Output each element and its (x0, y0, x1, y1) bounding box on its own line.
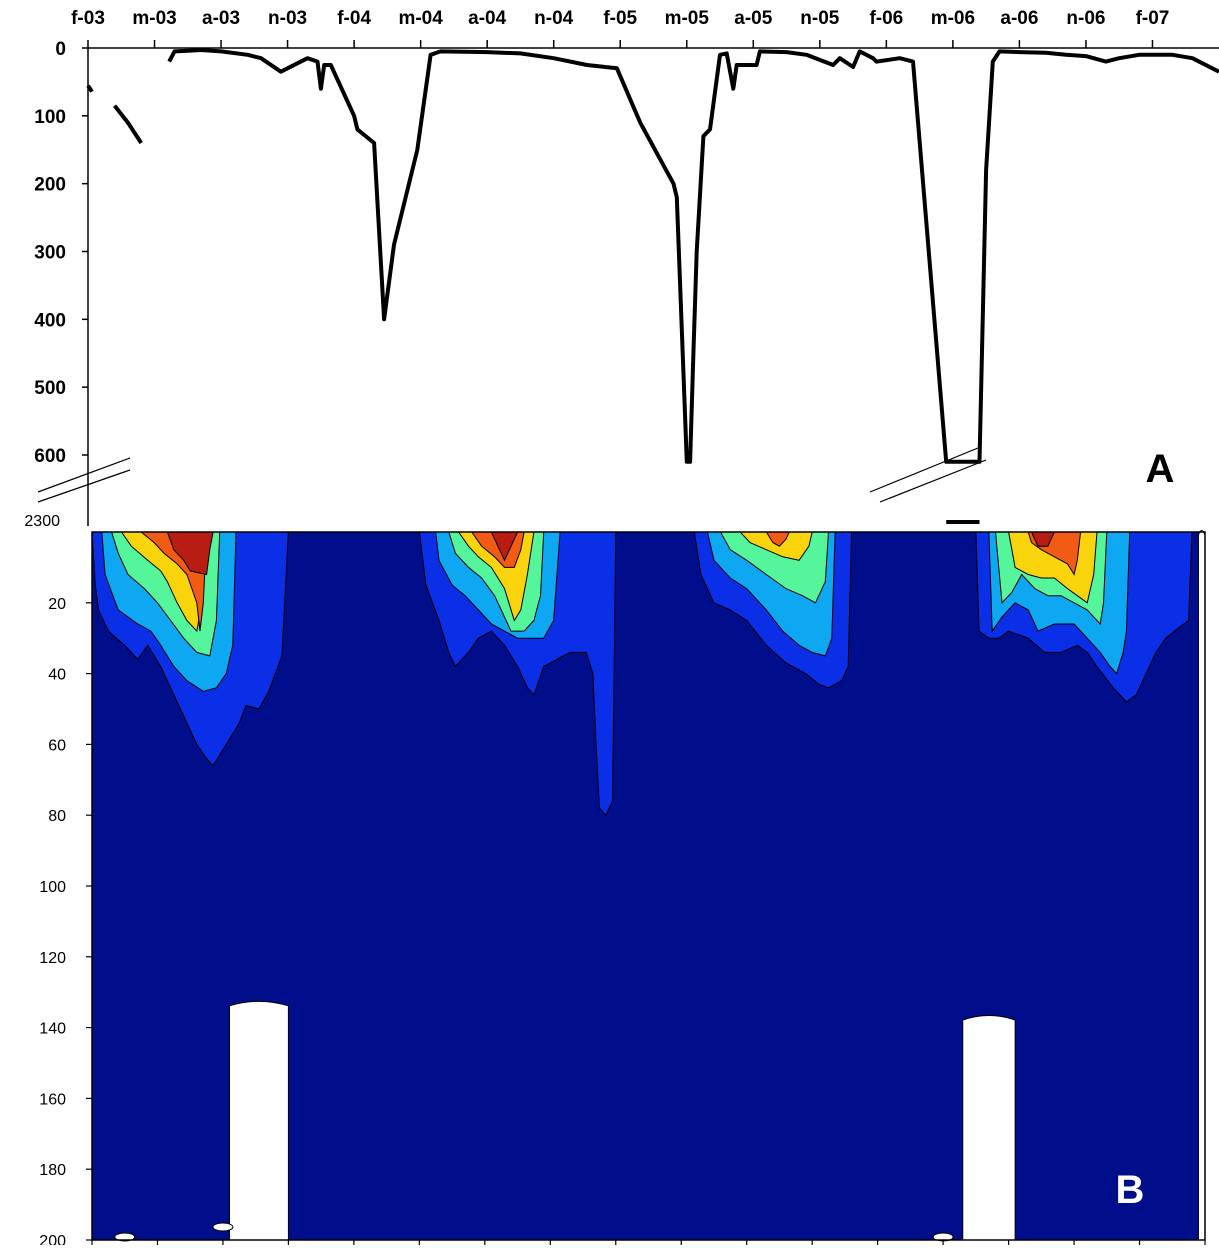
no-data-region (962, 1014, 1016, 1241)
depth-line (167, 48, 1219, 464)
x-tick-label: f-06 (869, 8, 903, 29)
x-tick-label: f-07 (1136, 8, 1170, 29)
x-tick-label: m-03 (132, 8, 176, 29)
panel-a: f-03 m-03 a-03 n-03 f-04 m-04 a-04 n-04 f-05 m-05… (24, 8, 1219, 530)
no-data-speck (114, 1232, 136, 1242)
y-tick-label: 40 (48, 667, 66, 684)
x-tick-label: a-04 (468, 8, 506, 29)
x-tick-label: n-06 (1066, 8, 1105, 29)
y-tick-label: 180 (39, 1162, 66, 1179)
x-tick-label: m-05 (665, 8, 710, 29)
y-tick-label: 0 (55, 39, 66, 60)
y-tick-label: 600 (34, 446, 66, 467)
x-tick-label: f-04 (337, 8, 371, 29)
y-tick-label: 140 (39, 1021, 66, 1038)
x-tick-label: a-05 (734, 8, 772, 29)
axis-break-mark (869, 447, 979, 493)
axis-break-mark (879, 459, 987, 503)
contour-level-4 (739, 531, 813, 561)
x-tick-label: f-05 (603, 8, 637, 29)
panel-b-label: B (1116, 1168, 1145, 1212)
y-tick-label: 160 (39, 1091, 66, 1108)
contour-level-6 (166, 531, 214, 576)
axis-break-mark (37, 457, 131, 493)
panel-b: 20 40 60 80 100 120 140 160 180 200 B (39, 530, 1206, 1250)
x-tick-label: m-06 (931, 8, 975, 29)
y-tick-label: 100 (34, 107, 66, 128)
y-tick-label: 60 (48, 737, 66, 754)
depth-line (113, 104, 143, 145)
x-tick-label: a-06 (1000, 8, 1038, 29)
y-tick-label: 100 (39, 879, 66, 896)
x-tick-label: f-03 (71, 8, 105, 29)
x-tick-label: a-03 (202, 8, 240, 29)
no-data-speck (212, 1222, 234, 1232)
panel-a-label: A (1146, 447, 1175, 491)
axis-break-mark (37, 469, 131, 503)
y-tick-label: 500 (34, 378, 66, 399)
y-tick-label: 120 (39, 950, 66, 967)
x-tick-label: m-04 (398, 8, 443, 29)
x-tick-label: n-05 (800, 8, 840, 29)
y-tick-label: 300 (34, 243, 66, 264)
y-tick-label: 20 (48, 596, 66, 613)
y-tick-label: 80 (48, 808, 66, 825)
y-tick-label-break: 2300 (24, 513, 60, 530)
no-data-region (228, 1000, 289, 1241)
x-tick-label: n-04 (534, 8, 574, 29)
y-tick-label: 400 (34, 310, 66, 331)
x-tick-label: n-03 (268, 8, 307, 29)
depth-point (86, 84, 94, 93)
contour-level-1 (418, 531, 617, 817)
no-data-region (1197, 530, 1206, 1241)
y-tick-label: 200 (39, 1233, 66, 1245)
y-tick-label: 200 (34, 175, 66, 196)
